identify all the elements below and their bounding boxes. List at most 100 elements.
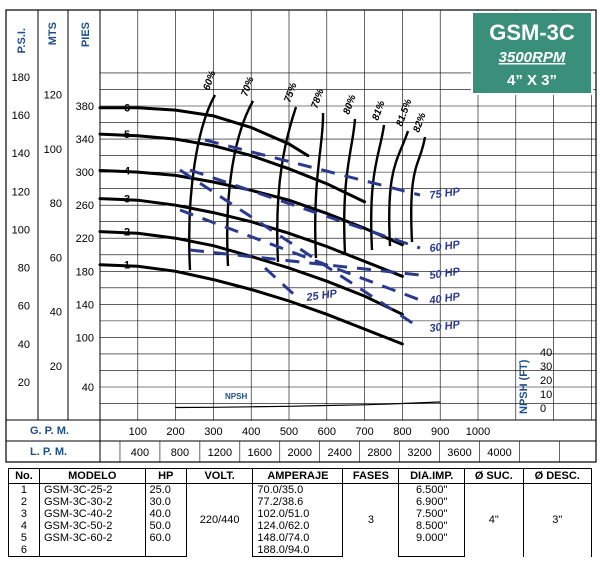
gpm-tick-label: 900 xyxy=(431,426,449,438)
gpm-tick-label: 100 xyxy=(129,426,147,438)
hp-label: 60 HP xyxy=(429,239,462,255)
cell-hp: 25.0 xyxy=(144,483,187,496)
curve-label-5: 5 xyxy=(124,129,130,141)
hp-label: 30 HP xyxy=(429,319,462,335)
cell-suc: 4" xyxy=(464,483,524,557)
efficiency-line xyxy=(313,112,325,259)
lpm-tick-label: 400 xyxy=(131,447,149,459)
hp-label: 25 HP xyxy=(305,288,339,304)
pies-axis-title: PIES xyxy=(80,22,92,47)
chart-frame xyxy=(5,9,597,463)
cell-modelo: GSM-3C-50-2 xyxy=(38,520,146,532)
cell-hp: 60.0 xyxy=(144,532,187,544)
mts-tick-label: 100 xyxy=(44,144,62,156)
npsh-curve xyxy=(175,401,441,409)
hp-line xyxy=(263,266,302,302)
impeller-curve-5 xyxy=(98,132,367,204)
psi-tick-label: 140 xyxy=(12,148,30,160)
gpm-tick-label: 500 xyxy=(280,426,298,438)
cell-amp: 77.2/38.6 xyxy=(252,496,344,508)
hp-label: 40 HP xyxy=(428,291,462,307)
cell-dia: 7.500" xyxy=(398,508,466,520)
pies-tick-label: 260 xyxy=(76,200,94,212)
npsh-tick-label: 30 xyxy=(540,361,552,373)
cell-hp xyxy=(144,544,187,557)
hp-line xyxy=(179,208,421,302)
npsh-tick-label: 10 xyxy=(540,389,552,401)
efficiency-line xyxy=(188,94,217,271)
mts-tick-label: 60 xyxy=(50,252,62,264)
cell-hp: 40.0 xyxy=(144,508,187,520)
th-dia-imp: DIA.IMP. xyxy=(398,468,466,484)
cell-dia: 6.900" xyxy=(398,496,466,508)
psi-axis-title: P.S.I. xyxy=(16,28,28,53)
efficiency-line xyxy=(343,118,357,255)
pies-tick-label: 180 xyxy=(76,266,94,278)
lpm-axis-title: L. P. M. xyxy=(30,446,67,458)
hp-line xyxy=(189,168,421,250)
table-row: 1 GSM-3C-25-2 25.0 220/440 70.0/35.0 3 6… xyxy=(8,483,592,557)
npsh-axis-title: NPSH (FT) xyxy=(518,359,530,414)
gpm-tick-label: 600 xyxy=(318,426,336,438)
lpm-tick-label: 2000 xyxy=(287,447,311,459)
th-desc: Ø DESC. xyxy=(522,468,592,484)
th-fases: FASES xyxy=(342,468,400,484)
mts-axis-title: MTS xyxy=(47,22,59,45)
table-header-row: No. MODELO HP VOLT. AMPERAJE FASES DIA.I… xyxy=(8,468,592,484)
mts-tick-label: 80 xyxy=(50,198,62,210)
lpm-tick-label: 4000 xyxy=(487,447,511,459)
cell-amp: 148.0/74.0 xyxy=(252,532,344,544)
curve-label-1: 1 xyxy=(124,260,130,272)
cell-dia: 9.000" xyxy=(398,532,466,544)
impeller-curve-4 xyxy=(98,169,404,247)
lpm-tick-label: 3200 xyxy=(407,447,431,459)
lpm-tick-label: 2400 xyxy=(327,447,351,459)
psi-tick-label: 160 xyxy=(12,110,30,122)
table-row: 4 GSM-3C-50-2 50.0 124.0/62.0 8.500" xyxy=(8,520,592,532)
cell-modelo: GSM-3C-30-2 xyxy=(38,496,146,508)
efficiency-label: 81% xyxy=(370,99,387,122)
cell-no: 4 xyxy=(8,520,40,532)
cell-no: 1 xyxy=(8,483,40,496)
pies-tick-label: 220 xyxy=(76,233,94,245)
efficiency-label: 70% xyxy=(239,75,256,98)
title-box: GSM-3C 3500RPM 4” X 3” xyxy=(471,11,593,95)
psi-tick-label: 120 xyxy=(12,186,30,198)
th-hp: HP xyxy=(144,468,187,484)
cell-volt: 220/440 xyxy=(185,483,254,557)
npsh-tick-label: 20 xyxy=(540,375,552,387)
cell-hp: 50.0 xyxy=(144,520,187,532)
gpm-axis-title: G. P. M. xyxy=(30,425,69,437)
lpm-tick-label: 1200 xyxy=(208,447,232,459)
pies-tick-label: 40 xyxy=(82,382,94,394)
efficiency-label: 81.5% xyxy=(394,98,414,129)
table-row: 3 GSM-3C-40-2 40.0 102.0/51.0 7.500" xyxy=(8,508,592,520)
rpm-title: 3500RPM xyxy=(499,49,566,66)
curve-label-3: 3 xyxy=(124,194,130,206)
efficiency-label: 78% xyxy=(309,87,326,110)
hp-line xyxy=(189,248,421,277)
impeller-curve-1 xyxy=(98,263,404,346)
efficiency-line xyxy=(410,136,427,243)
curve-label-4: 4 xyxy=(124,165,131,177)
npsh-curve-label: NPSH xyxy=(225,392,247,401)
npsh-tick-label: 0 xyxy=(540,403,546,415)
impeller-curve-3 xyxy=(98,197,404,278)
cell-modelo: GSM-3C-25-2 xyxy=(38,483,146,496)
grid xyxy=(100,10,596,462)
psi-tick-label: 100 xyxy=(12,224,30,236)
th-volt: VOLT. xyxy=(185,468,254,484)
mts-tick-label: 40 xyxy=(50,307,62,319)
th-amperaje: AMPERAJE xyxy=(252,468,344,484)
psi-tick-label: 60 xyxy=(18,301,30,313)
efficiency-line xyxy=(388,130,410,247)
model-title: GSM-3C xyxy=(489,20,575,45)
impeller-curve-6 xyxy=(98,106,310,158)
efficiency-lines: 60% 70% 75% 78% 80% 81% 81.5%82% xyxy=(188,69,429,271)
psi-tick-label: 40 xyxy=(18,339,30,351)
lpm-tick-label: 800 xyxy=(171,447,189,459)
hp-line xyxy=(204,138,421,197)
cell-no: 6 xyxy=(8,544,40,557)
pies-tick-label: 140 xyxy=(76,299,94,311)
